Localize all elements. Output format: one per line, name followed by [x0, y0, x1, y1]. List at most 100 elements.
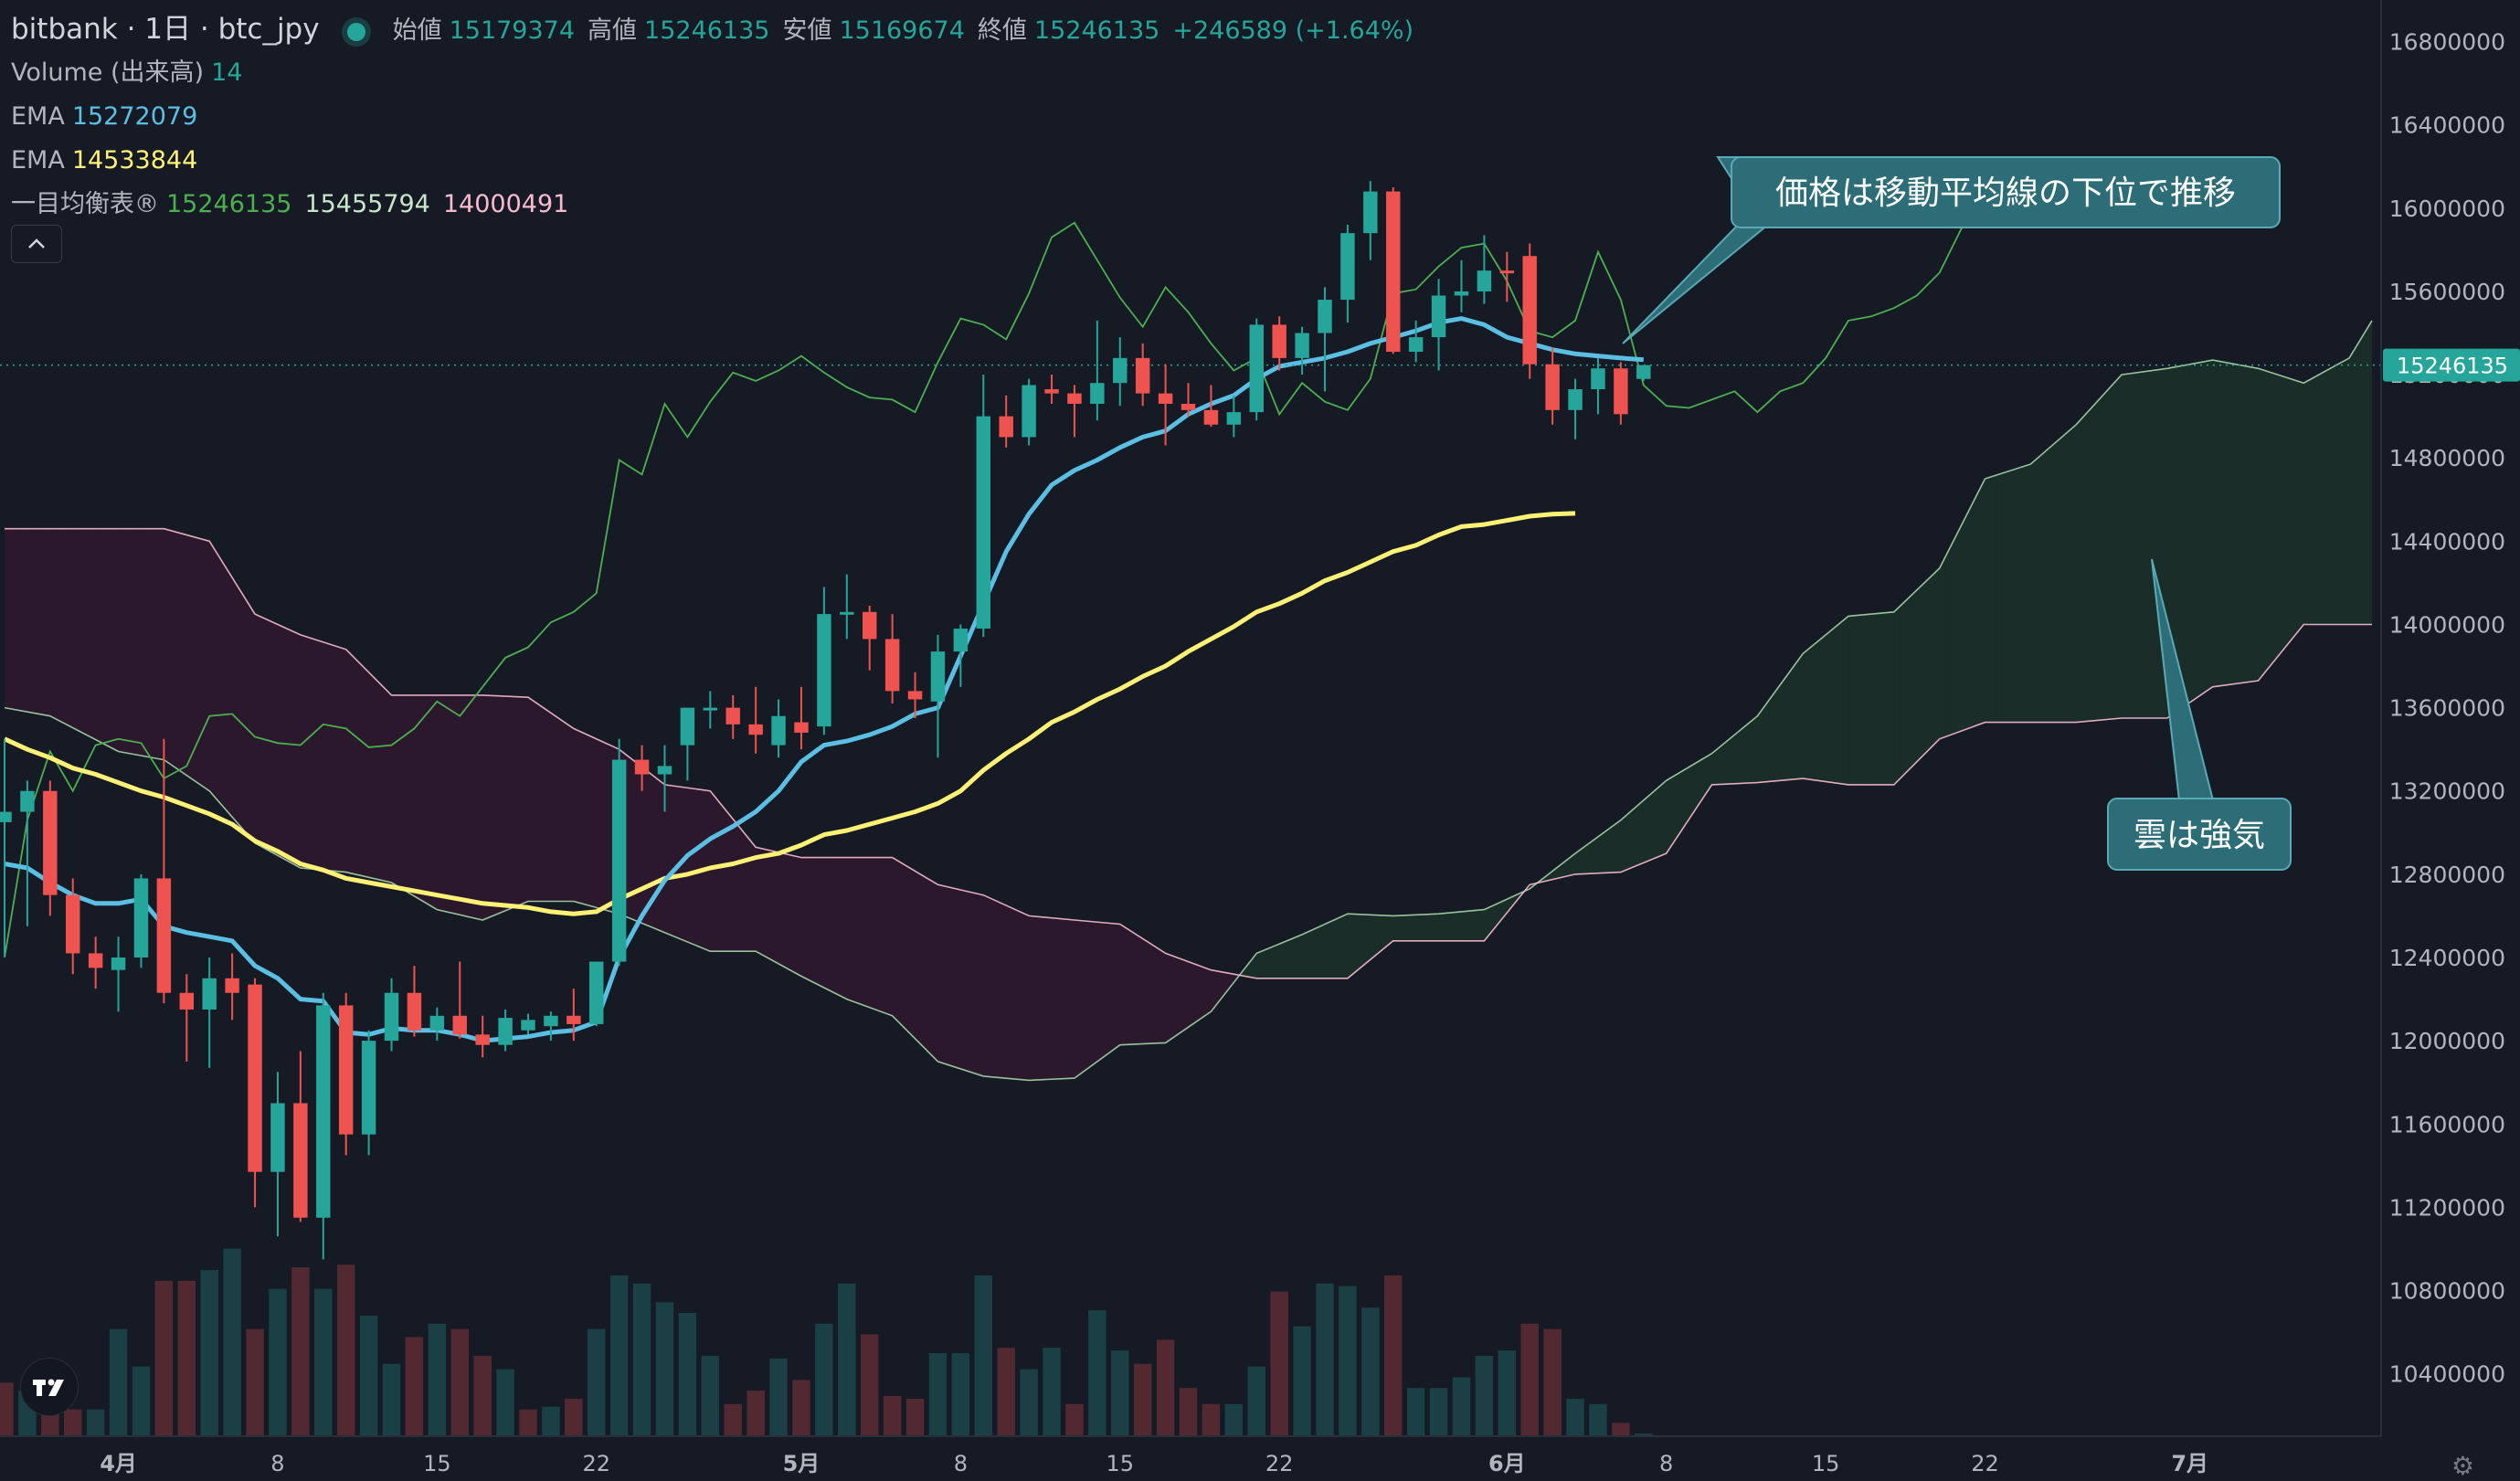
- cloud-segment: [807, 857, 813, 982]
- cloud-segment: [767, 850, 773, 961]
- cloud-segment: [255, 614, 261, 847]
- candle-body: [611, 759, 627, 962]
- cloud-segment: [1916, 584, 1922, 762]
- high-value: 15246135: [644, 16, 770, 45]
- cloud-segment: [1967, 501, 1975, 729]
- cloud-segment: [1922, 578, 1929, 756]
- candle-body: [589, 961, 604, 1024]
- cloud-segment: [1427, 914, 1434, 941]
- cloud-segment: [2195, 362, 2202, 699]
- symbol-title[interactable]: bitbank · 1日 · btc_jpy: [11, 13, 320, 46]
- candle-body: [452, 1015, 467, 1035]
- candle-body: [133, 878, 149, 957]
- cloud-segment: [33, 528, 39, 714]
- cloud-segment: [1722, 739, 1730, 785]
- volume-bar: [450, 1328, 469, 1436]
- cloud-segment: [2303, 379, 2310, 625]
- time-axis-background[interactable]: [0, 1436, 2520, 1476]
- cloud-segment: [107, 528, 113, 749]
- cloud-segment: [2258, 368, 2264, 681]
- high-label: 高値: [588, 16, 638, 45]
- volume-bar: [1316, 1283, 1334, 1436]
- candle-body: [1226, 412, 1242, 425]
- cloud-segment: [1279, 941, 1286, 979]
- cloud-segment: [749, 840, 757, 952]
- cloud-segment: [215, 550, 221, 804]
- candle-body: [1203, 409, 1219, 425]
- legend-collapse-button[interactable]: [11, 225, 62, 263]
- cloud-segment: [710, 790, 716, 952]
- ema-fast-legend-row[interactable]: EMA 15272079: [11, 95, 1426, 139]
- cloud-segment: [1512, 894, 1519, 906]
- cloud-segment: [1785, 669, 1792, 780]
- candle-body: [111, 957, 126, 970]
- cloud-segment: [16, 528, 22, 712]
- legend: bitbank · 1日 · btc_jpy 始値 15179374 高値 152461…: [11, 7, 1426, 227]
- cloud-segment: [1757, 708, 1763, 783]
- volume-bar: [588, 1328, 606, 1436]
- cloud-segment: [232, 577, 238, 824]
- cloud-segment: [2076, 418, 2082, 723]
- cloud-segment: [800, 857, 808, 979]
- symbol-row: bitbank · 1日 · btc_jpy 始値 15179374 高値 152461…: [11, 7, 1426, 51]
- cloud-segment: [1285, 939, 1291, 979]
- candle-body: [270, 1103, 285, 1172]
- ichimoku-legend-row[interactable]: 一目均衡表® 15246135 15455794 14000491: [11, 183, 1426, 227]
- candle-body: [521, 1020, 535, 1031]
- candle-body: [1272, 324, 1286, 358]
- cloud-segment: [1671, 773, 1678, 845]
- cloud-segment: [664, 784, 671, 936]
- candle-body: [725, 707, 740, 725]
- cloud-segment: [2184, 364, 2190, 707]
- cloud-segment: [1706, 753, 1712, 794]
- candle-body: [1181, 403, 1196, 410]
- candle-body: [66, 894, 80, 954]
- candle-body: [1022, 385, 1036, 438]
- cloud-segment: [277, 624, 284, 859]
- ema-slow-label: EMA: [11, 146, 65, 175]
- settings-gear-icon[interactable]: ⚙: [2451, 1451, 2474, 1481]
- candle-body: [20, 790, 35, 812]
- cloud-segment: [1011, 907, 1018, 1080]
- volume-bar: [609, 1275, 629, 1436]
- cloud-segment: [738, 826, 745, 952]
- cloud-segment: [1678, 770, 1684, 837]
- price-axis-background[interactable]: [2381, 0, 2520, 1476]
- cloud-segment: [260, 616, 267, 850]
- cloud-segment: [932, 881, 938, 1062]
- cloud-segment: [1814, 639, 1820, 781]
- cloud-segment: [2059, 434, 2065, 723]
- tradingview-logo[interactable]: [20, 1358, 79, 1416]
- cloud-segment: [585, 734, 591, 906]
- volume-bar: [1088, 1310, 1106, 1436]
- volume-bar: [565, 1398, 583, 1436]
- cloud-segment: [56, 528, 62, 723]
- cloud-segment: [1074, 919, 1081, 1079]
- cloud-segment: [2041, 449, 2049, 723]
- ema-slow-legend-row[interactable]: EMA 14533844: [11, 139, 1426, 183]
- volume-bar: [905, 1398, 925, 1436]
- cloud-segment: [1438, 913, 1445, 941]
- cloud-segment: [2099, 393, 2105, 721]
- cloud-segment: [1649, 790, 1656, 861]
- cloud-segment: [1415, 915, 1422, 941]
- cloud-segment: [10, 528, 16, 710]
- candle-body: [248, 984, 262, 1172]
- candle-body: [794, 722, 809, 733]
- cloud-segment: [2320, 370, 2327, 625]
- low-label: 安値: [782, 16, 832, 45]
- cloud-segment: [1137, 935, 1143, 1044]
- volume-legend-row[interactable]: Volume (出来高) 14: [11, 51, 1426, 95]
- cloud-segment: [1711, 748, 1718, 785]
- price-tick-label: 10800000: [2389, 1278, 2505, 1305]
- callout-price-below-ma: 価格は移動平均線の下位で推移: [1622, 156, 2281, 344]
- cloud-segment: [334, 645, 341, 873]
- cloud-segment: [955, 888, 961, 1069]
- volume-bar: [632, 1283, 651, 1436]
- cloud-segment: [653, 776, 660, 931]
- cloud-segment: [784, 853, 790, 970]
- cloud-segment: [1826, 629, 1832, 783]
- cloud-segment: [1472, 910, 1479, 941]
- cloud-segment: [1734, 730, 1741, 784]
